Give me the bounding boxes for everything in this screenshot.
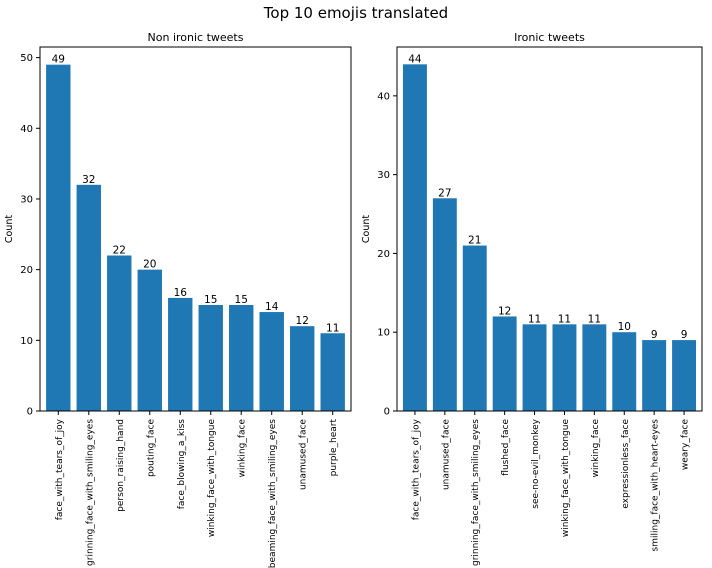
bar-value-label: 11 [528, 313, 541, 325]
y-tick-label: 20 [20, 265, 33, 276]
x-tick-label: weary_face [681, 419, 691, 471]
y-tick-label: 30 [20, 194, 33, 205]
bar [552, 324, 577, 411]
bar [642, 340, 667, 411]
bar-value-label: 11 [588, 313, 601, 325]
x-tick-label: face_blowing_a_kiss [177, 419, 187, 510]
bar [492, 316, 517, 411]
x-tick-label: winking_face [591, 419, 601, 478]
bar-value-label: 15 [204, 294, 217, 306]
bar [259, 312, 284, 411]
bar [76, 184, 101, 411]
bar-value-label: 10 [618, 321, 631, 333]
bar-value-label: 22 [113, 245, 126, 257]
bar [168, 297, 193, 411]
bar-value-label: 9 [681, 329, 688, 341]
y-tick-label: 30 [377, 170, 390, 181]
bar-value-label: 20 [143, 259, 156, 271]
x-tick-label: winking_face_with_tongue [561, 419, 571, 538]
bar [290, 326, 315, 411]
x-tick-label: face_with_tears_of_joy [411, 418, 421, 520]
bar-value-label: 21 [468, 235, 481, 247]
bar [320, 333, 345, 411]
bar-value-label: 9 [651, 329, 658, 341]
y-axis-label: Count [361, 215, 372, 243]
x-tick-label: grinning_face_with_smiling_eyes [85, 419, 95, 566]
bar-value-label: 12 [296, 315, 309, 327]
panel-title: Ironic tweets [514, 31, 585, 44]
x-tick-label: unamused_face [441, 419, 451, 490]
bar-value-label: 27 [438, 187, 451, 199]
x-tick-label: unamused_face [299, 419, 309, 490]
bar [672, 340, 697, 411]
x-tick-label: expressionless_face [621, 419, 631, 509]
x-tick-label: smiling_face_with_heart-eyes [651, 419, 661, 552]
bar-value-label: 11 [326, 322, 339, 334]
bar-value-label: 49 [52, 54, 65, 66]
figure-title: Top 10 emojis translated [263, 4, 449, 22]
bar [522, 324, 547, 411]
plot-frame [396, 46, 703, 412]
x-tick-label: winking_face [238, 419, 248, 478]
x-tick-label: see-no-evil_monkey [531, 418, 541, 508]
y-tick-label: 10 [377, 328, 390, 339]
plot-frame [39, 46, 352, 412]
bar [462, 245, 487, 411]
bar [46, 64, 71, 411]
bar-value-label: 16 [174, 287, 188, 299]
bar [107, 255, 132, 411]
y-tick-label: 40 [20, 124, 33, 135]
x-tick-label: purple_heart [329, 419, 339, 477]
y-tick-label: 40 [377, 91, 390, 102]
bar [229, 304, 254, 411]
panel-title: Non ironic tweets [148, 31, 244, 44]
y-axis-label: Count [4, 215, 15, 243]
x-tick-label: face_with_tears_of_joy [55, 418, 65, 520]
y-tick-label: 0 [27, 407, 33, 418]
x-tick-label: flushed_face [501, 419, 511, 476]
x-tick-label: beaming_face_with_smiling_eyes [268, 419, 278, 568]
bar-value-label: 44 [408, 53, 422, 65]
bar [612, 332, 637, 411]
bar-value-label: 15 [235, 294, 248, 306]
bar [432, 198, 457, 411]
y-tick-label: 20 [377, 249, 390, 260]
y-tick-label: 0 [384, 407, 390, 418]
bar-value-label: 12 [498, 305, 511, 317]
x-tick-label: pouting_face [146, 419, 156, 478]
bar-value-label: 11 [558, 313, 571, 325]
x-tick-label: person_raising_hand [116, 419, 126, 512]
x-tick-label: grinning_face_with_smiling_eyes [471, 419, 481, 566]
bar [137, 269, 162, 411]
bar-value-label: 14 [265, 301, 279, 313]
bar [582, 324, 607, 411]
bar [198, 304, 223, 411]
y-tick-label: 10 [20, 336, 33, 347]
bar [402, 64, 427, 411]
bar-value-label: 32 [82, 174, 95, 186]
x-tick-label: winking_face_with_tongue [207, 419, 217, 538]
y-tick-label: 50 [20, 53, 33, 64]
